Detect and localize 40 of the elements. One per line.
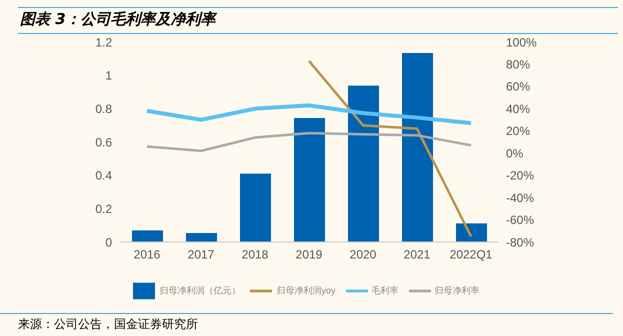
x-tick-label: 2021: [404, 248, 431, 262]
y2-tick-label: 20%: [506, 124, 530, 138]
legend-label: 归母净利润（亿元）: [159, 285, 240, 296]
bar: [186, 233, 217, 242]
chart-title: 图表 3：公司毛利率及净利率: [20, 10, 216, 29]
legend-label: 毛利率: [372, 285, 398, 296]
y-tick-label: 0.6: [95, 135, 112, 150]
y2-tick-label: 40%: [506, 102, 530, 116]
y-tick-label: 0.8: [95, 102, 112, 116]
y2-tick-label: 0%: [506, 146, 524, 160]
bar: [456, 223, 487, 242]
bar: [294, 118, 325, 242]
bar: [132, 230, 163, 242]
y2-tick-label: -40%: [506, 190, 534, 205]
x-tick-label: 2018: [242, 248, 269, 262]
x-tick-label: 2019: [296, 248, 323, 262]
bar: [402, 53, 433, 242]
legend-label: 归母净利率: [434, 285, 480, 296]
y-tick-label: 0.2: [95, 202, 112, 216]
line-series: [308, 60, 472, 238]
x-tick-label: 2020: [350, 248, 377, 262]
y-tick-label: 1.2: [95, 35, 112, 50]
y2-tick-label: -60%: [506, 213, 534, 228]
legend-label: 归母净利润yoy: [276, 285, 336, 296]
bar: [348, 86, 379, 242]
y-tick-label: 0.4: [95, 168, 112, 183]
y-tick-label: 0: [105, 235, 112, 250]
y2-tick-label: 100%: [506, 35, 538, 50]
y2-tick-label: 80%: [506, 57, 530, 72]
y2-tick-label: -80%: [506, 235, 534, 250]
x-tick-label: 2017: [188, 248, 215, 262]
source-note: 来源：公司公告，国金证券研究所: [18, 316, 198, 333]
line-series: [146, 132, 472, 152]
line-series: [145, 103, 473, 126]
x-tick-label: 2022Q1: [450, 248, 493, 262]
y2-tick-label: 60%: [506, 80, 530, 94]
y-tick-label: 1: [105, 68, 112, 83]
x-tick-label: 2016: [134, 248, 161, 262]
y2-tick-label: -20%: [506, 168, 534, 183]
bar: [240, 174, 271, 242]
